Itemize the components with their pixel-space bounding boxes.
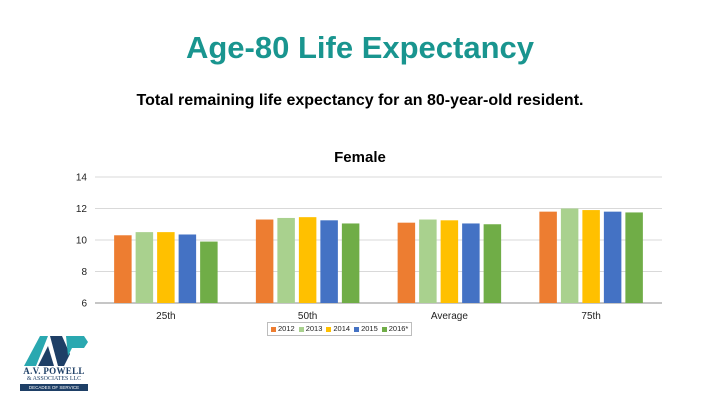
bar [255,219,274,303]
logo-tagline: DECADES OF SERVICE [20,384,88,391]
legend-swatch [381,326,387,332]
bar [560,208,579,303]
y-tick-label: 6 [81,299,87,310]
bar [135,232,154,303]
bar [341,223,360,303]
bar [625,212,643,303]
bar [320,220,338,303]
bar [462,223,480,303]
bar [114,235,132,303]
slide-title: Age-80 Life Expectancy [185,30,535,65]
legend-label: 2013 [305,324,323,333]
bar [277,217,295,303]
x-tick-label: 50th [298,311,317,322]
x-tick-label: 25th [156,311,175,322]
x-tick-label: Average [431,311,469,322]
bar [483,224,502,303]
legend-label: 2016* [388,324,409,333]
x-tick-label: 75th [581,311,600,322]
bar [178,234,197,303]
bar [157,232,175,303]
legend-item: 2012 [271,324,295,334]
legend-item: 2013 [298,324,323,334]
legend-item: 2014 [326,324,350,334]
bar [298,217,317,303]
y-tick-label: 10 [76,236,88,247]
legend-item: 2016* [381,324,409,334]
bar [539,211,557,303]
bar [397,222,416,303]
legend-label: 2015 [361,324,378,333]
bar [419,219,437,303]
y-tick-label: 8 [81,267,87,278]
bar [200,241,218,303]
legend-swatch [326,326,332,332]
logo-name: A.V. POWELL [23,366,85,376]
logo-subname: & ASSOCIATES LLC [26,376,82,382]
chart-legend: 2012 2013 2014 2015 2016* [267,322,413,336]
chart-title: Female [334,149,386,166]
legend-swatch [298,326,304,332]
y-tick-label: 12 [76,204,88,215]
legend-label: 2012 [278,324,295,333]
y-tick-label: 14 [76,173,88,184]
bar [603,211,622,303]
company-logo [24,336,88,366]
legend-label: 2014 [333,324,351,333]
bar [582,210,600,303]
legend-swatch [271,326,276,332]
slide-subtitle: Total remaining life expectancy for an 8… [136,92,584,109]
bar [440,220,459,303]
legend-swatch [354,326,360,332]
legend-item: 2015 [354,324,378,334]
